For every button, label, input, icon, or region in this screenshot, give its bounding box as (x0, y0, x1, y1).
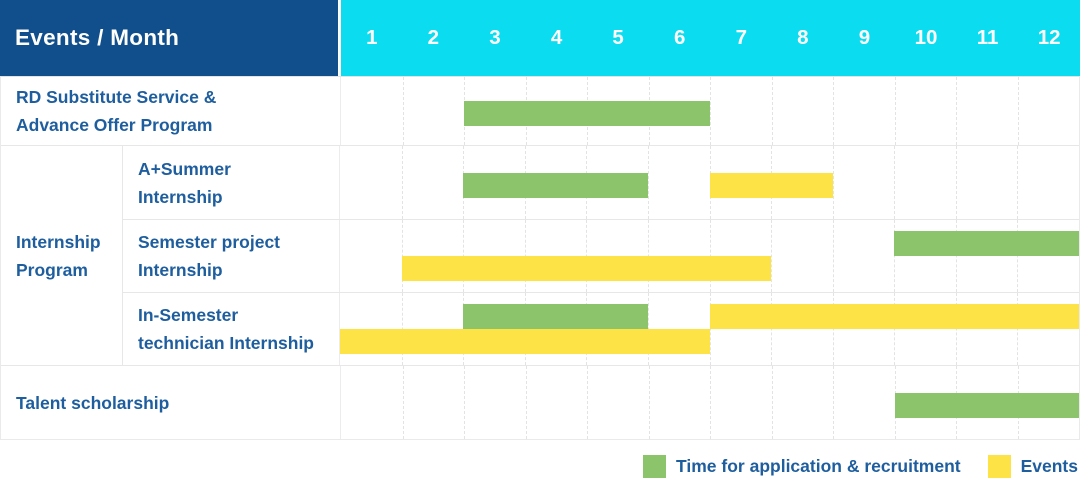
month-gridline (894, 220, 896, 292)
month-header-cell: 11 (976, 26, 999, 49)
gantt-bar-green (464, 101, 710, 126)
internship-program-group-row: Internship Program A+Summer Internship S… (1, 145, 1079, 365)
month-gridline (771, 366, 773, 439)
gantt-table-body: RD Substitute Service & Advance Offer Pr… (0, 76, 1080, 440)
gantt-bar-green (463, 172, 648, 198)
month-gridline (832, 220, 834, 292)
month-gridline (710, 366, 711, 439)
group-label-internship-program: Internship Program (1, 146, 123, 365)
gantt-bar-green (463, 304, 648, 329)
month-header-cell: 1 (366, 26, 378, 49)
month-gridline (956, 77, 957, 145)
row-label-line: technician Internship (138, 333, 314, 353)
month-gridline (833, 366, 834, 439)
legend-swatch-green (643, 454, 667, 478)
month-gridline (955, 220, 957, 292)
gantt-bar-yellow (709, 304, 1079, 329)
month-gridline (587, 366, 588, 439)
month-gridline (464, 366, 465, 439)
row-label-a-summer: A+Summer Internship (123, 146, 340, 219)
row-label-line: Advance Offer Program (16, 115, 213, 135)
month-gridline (525, 366, 527, 439)
table-row: Talent scholarship (1, 365, 1079, 439)
bar-area-talent-scholarship (341, 366, 1079, 439)
events-month-header-cell: Events / Month (0, 0, 341, 76)
month-header-cell: 4 (550, 26, 563, 49)
month-gridline (647, 146, 649, 219)
bar-area-semester-project (340, 220, 1079, 292)
month-gridline (832, 293, 834, 365)
table-title: Events / Month (15, 25, 180, 50)
month-header-cell: 12 (1037, 26, 1061, 49)
month-gridline (771, 220, 773, 292)
table-header-row: Events / Month 1 2 3 4 5 6 7 8 9 10 11 12 (0, 0, 1080, 76)
month-gridline (1017, 77, 1019, 145)
month-gridline (771, 293, 773, 365)
gantt-bar-yellow (340, 329, 710, 354)
month-header-cell: 2 (427, 26, 440, 49)
group-label-line: Internship (16, 231, 101, 252)
month-header-cell: 8 (797, 26, 809, 49)
gantt-bar-yellow (709, 172, 833, 198)
row-label-line: Internship (138, 186, 223, 207)
month-gridline (402, 366, 404, 439)
month-header-cell: 5 (612, 26, 624, 49)
row-label-rd-substitute: RD Substitute Service & Advance Offer Pr… (1, 77, 341, 145)
month-gridline (771, 77, 773, 145)
gantt-bar-green (894, 392, 1079, 418)
row-label-line: A+Summer (138, 158, 231, 179)
bar-area-rd-substitute (341, 77, 1079, 145)
month-gridline (832, 146, 834, 219)
gantt-bar-yellow (401, 256, 772, 281)
bar-area-a-summer (340, 146, 1079, 219)
month-gridline (894, 293, 896, 365)
month-gridline (709, 293, 711, 365)
month-gridline (710, 77, 711, 145)
month-gridline (1017, 146, 1019, 219)
month-header-cell: 10 (914, 26, 938, 49)
row-label-in-semester: In-Semester technician Internship (123, 293, 340, 365)
month-gridline (955, 146, 957, 219)
month-gridline (833, 77, 834, 145)
legend-label-events: Events (1020, 455, 1078, 476)
month-gridline (1017, 220, 1019, 292)
row-label-talent-scholarship: Talent scholarship (1, 366, 341, 439)
month-gridline (1017, 293, 1019, 365)
legend-swatch-yellow (987, 454, 1011, 478)
bar-area-in-semester (340, 293, 1079, 365)
legend-label-application-recruitment: Time for application & recruitment (676, 455, 961, 476)
row-label-line: In-Semester (138, 305, 239, 325)
legend: Time for application & recruitment Event… (0, 440, 1080, 492)
month-gridline (894, 77, 896, 145)
month-gridline (955, 293, 957, 365)
month-header-row: 1 2 3 4 5 6 7 8 9 10 11 12 (341, 0, 1080, 76)
month-header-cell: 9 (858, 26, 871, 49)
month-header-cell: 3 (489, 26, 501, 49)
month-gridline (894, 146, 896, 219)
table-row: A+Summer Internship (123, 146, 1079, 219)
table-row: RD Substitute Service & Advance Offer Pr… (1, 77, 1079, 145)
row-label-line: Internship (138, 260, 223, 280)
row-label-line: RD Substitute Service & (16, 87, 217, 107)
table-row: In-Semester technician Internship (123, 292, 1079, 365)
gantt-bar-green (894, 231, 1079, 256)
month-header-cell: 7 (735, 26, 747, 49)
month-gridline (402, 77, 404, 145)
month-header-cell: 6 (673, 26, 686, 49)
row-label-line: Talent scholarship (16, 392, 170, 413)
group-label-line: Program (16, 259, 88, 280)
month-gridline (401, 146, 403, 219)
month-gridline (648, 366, 650, 439)
row-label-semester-project: Semester project Internship (123, 220, 340, 292)
table-row: Semester project Internship (123, 219, 1079, 292)
internship-sub-rows: A+Summer Internship Semester project Int… (123, 146, 1079, 365)
row-label-line: Semester project (138, 232, 281, 252)
